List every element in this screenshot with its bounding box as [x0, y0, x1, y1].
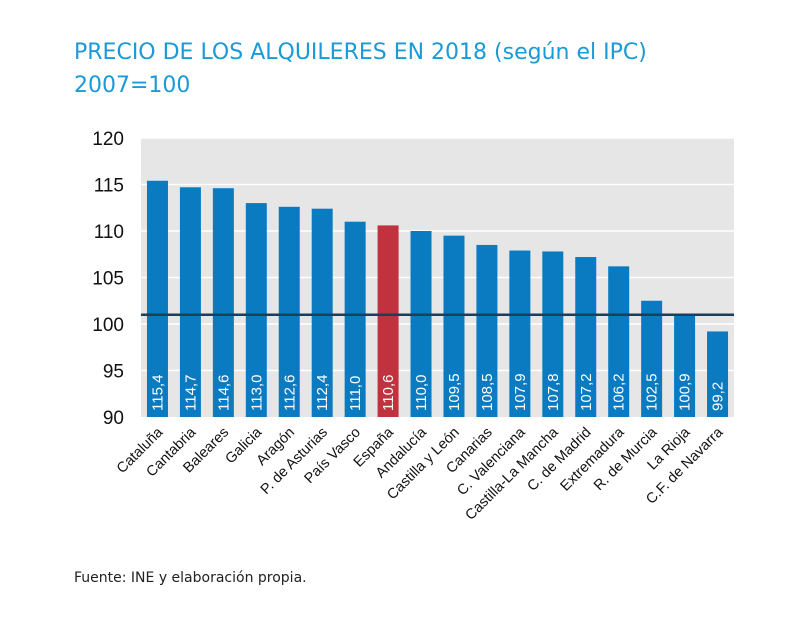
- data-label: 100,9: [677, 373, 694, 411]
- data-label: 110,0: [413, 375, 430, 411]
- bar: [443, 235, 465, 417]
- y-tick-label: 90: [103, 408, 124, 429]
- bar: [641, 300, 663, 417]
- y-tick-label: 120: [92, 129, 124, 150]
- data-label: 114,6: [215, 375, 232, 411]
- data-label: 99,2: [710, 382, 727, 411]
- y-tick-label: 105: [92, 269, 124, 290]
- data-label: 115,4: [149, 375, 166, 411]
- bar: [476, 244, 498, 417]
- bar: [278, 206, 300, 417]
- chart-title: PRECIO DE LOS ALQUILERES EN 2018 (según …: [74, 36, 647, 102]
- bar: [542, 251, 564, 417]
- y-tick-label: 95: [103, 362, 124, 383]
- data-label: 114,7: [182, 375, 199, 411]
- bar: [674, 315, 696, 417]
- bar: [146, 180, 168, 417]
- bar: [344, 221, 366, 417]
- chart-title-line1: PRECIO DE LOS ALQUILERES EN 2018 (según …: [74, 40, 647, 65]
- chart-title-line2: 2007=100: [74, 73, 191, 98]
- data-label: 102,5: [644, 373, 661, 411]
- data-label: 110,6: [380, 375, 397, 411]
- bar: [179, 187, 201, 417]
- bar: [575, 257, 597, 417]
- bar: [707, 331, 729, 417]
- data-label: 106,2: [611, 373, 628, 411]
- data-label: 107,2: [578, 373, 595, 411]
- data-label: 108,5: [479, 373, 496, 411]
- bar: [509, 250, 531, 417]
- y-tick-label: 100: [92, 315, 124, 336]
- bar: [212, 188, 234, 417]
- y-tick-label: 110: [94, 222, 124, 243]
- bar: [410, 231, 432, 417]
- bar: [311, 208, 333, 417]
- source-note: Fuente: INE y elaboración propia.: [74, 570, 307, 586]
- data-label: 107,9: [512, 373, 529, 411]
- data-label: 112,4: [314, 375, 331, 411]
- bar: [608, 266, 630, 417]
- bar: [377, 225, 399, 417]
- data-label: 107,8: [545, 373, 562, 411]
- bar: [245, 203, 267, 417]
- data-label: 112,6: [281, 375, 298, 411]
- data-label: 111,0: [347, 376, 364, 411]
- data-label: 109,5: [446, 373, 463, 411]
- data-label: 113,0: [248, 375, 265, 411]
- y-tick-label: 115: [94, 176, 124, 197]
